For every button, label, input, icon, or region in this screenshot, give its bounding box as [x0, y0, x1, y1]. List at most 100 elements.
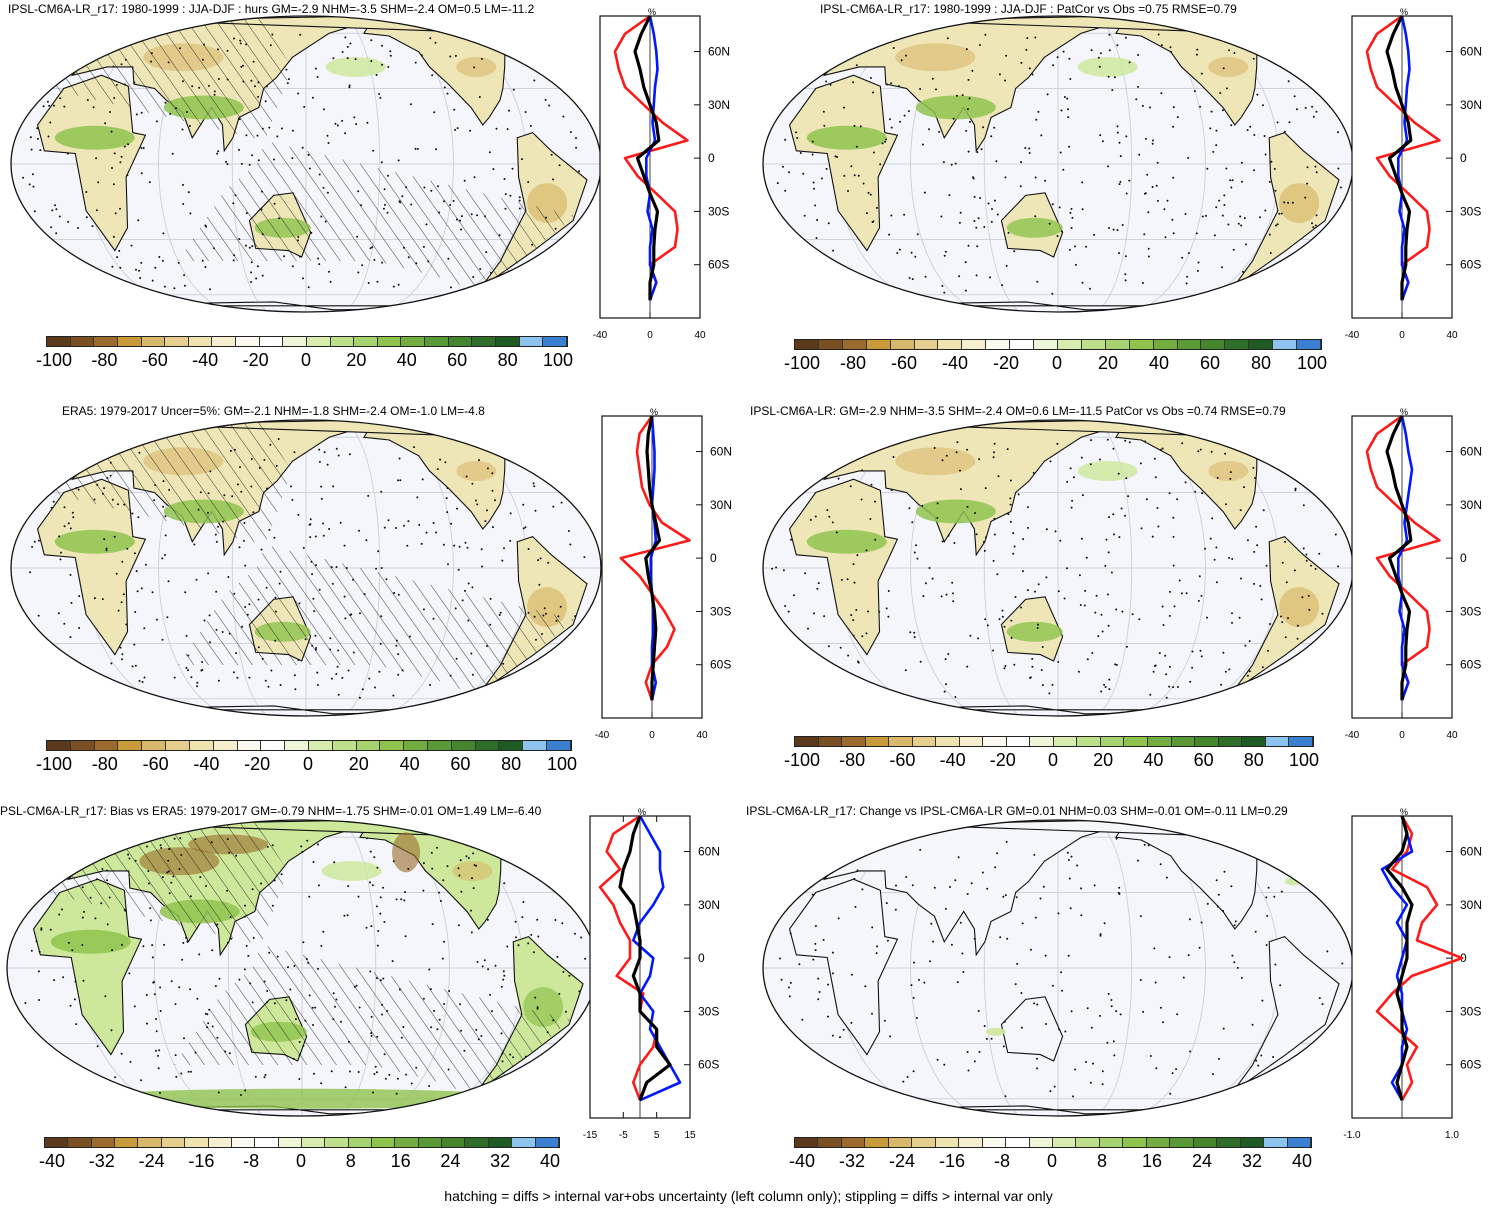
- profile-ytick-label: 60S: [1460, 658, 1481, 672]
- profile-ytick-label: 0: [1460, 551, 1467, 565]
- colorbar-box: [94, 337, 118, 346]
- colorbar-box: [425, 337, 449, 346]
- colorbar-box: [1146, 1138, 1171, 1147]
- profile-line-red: [598, 814, 658, 1101]
- colorbar-tick-label: 80: [497, 350, 518, 370]
- profile-xtick-label: 0: [1399, 730, 1405, 741]
- profile-line-red: [619, 415, 691, 701]
- profile-ytick-label: 0: [708, 151, 715, 165]
- colorbar-box: [935, 1138, 960, 1147]
- colorbar-box: [1147, 737, 1172, 746]
- colorbar-box: [1265, 737, 1290, 746]
- colorbar-tick-label: -60: [142, 754, 169, 774]
- colorbar-tick-label: -80: [91, 350, 118, 370]
- profile-xtick-label: 0: [649, 730, 655, 741]
- colorbar-box: [91, 1138, 116, 1147]
- colorbar-box: [442, 1138, 466, 1147]
- colorbar-box: [1010, 340, 1035, 349]
- colorbar-box: [495, 337, 520, 346]
- zonal-profile: % 60N 30N 0 30S 60S -40 0 40: [595, 407, 732, 741]
- world-map: [6, 819, 598, 1117]
- profile-line-blue: [1397, 15, 1411, 301]
- profile-xtick-label: 5: [654, 1130, 660, 1141]
- colorbar-box: [118, 741, 143, 750]
- profile-ytick-label: 0: [1460, 151, 1467, 165]
- profile-line-black: [1385, 15, 1413, 301]
- colorbar-tick-label: 100: [1288, 750, 1320, 770]
- colorbar-box: [161, 1138, 186, 1147]
- colorbar-box: [141, 337, 166, 346]
- colorbar-labels: -40 -32 -24 -16 -8 0 8 16 24 32 40: [39, 1151, 561, 1173]
- profile-xtick-label: -1.0: [1343, 1130, 1361, 1141]
- colorbar-box: [325, 1138, 349, 1147]
- colorbar-boxes: [794, 1137, 1312, 1148]
- colorbar-box: [1124, 737, 1148, 746]
- colorbar-box: [285, 741, 309, 750]
- colorbar-box: [912, 1138, 936, 1147]
- colorbar-tick-label: 60: [450, 754, 471, 774]
- colorbar-box: [380, 741, 405, 750]
- colorbar-tick-label: -60: [889, 750, 916, 770]
- profile-xtick-label: -40: [593, 330, 608, 341]
- zonal-profile: % 60N 30N 0 30S 60S -40 0 40: [1345, 407, 1482, 741]
- colorbar-box: [523, 741, 548, 750]
- world-map: [10, 15, 602, 313]
- colorbar-box: [1076, 1138, 1100, 1147]
- colorbar-box: [138, 1138, 162, 1147]
- colorbar-tick-label: 40: [539, 1151, 561, 1171]
- footer-note: hatching = diffs > internal var+obs unce…: [444, 1188, 1053, 1204]
- profile-header: %: [1400, 7, 1408, 17]
- colorbar-box: [1218, 737, 1243, 746]
- colorbar-tick-label: -80: [839, 353, 867, 373]
- profile-ytick-label: 60N: [698, 845, 720, 859]
- colorbar-box: [1123, 1138, 1147, 1147]
- colorbar-tick-label: -16: [188, 1151, 215, 1171]
- panel-title: IPSL-CM6A-LR_r17: Change vs IPSL-CM6A-LR…: [746, 804, 1288, 818]
- colorbar-boxes: [46, 740, 572, 751]
- colorbar-box: [818, 340, 843, 349]
- colorbar-labels: -100 -80 -60 -40 -20 0 20 40 60 80 100: [784, 353, 1327, 375]
- colorbar-tick-label: 0: [1046, 1151, 1058, 1171]
- colorbar-tick-label: 16: [390, 1151, 411, 1171]
- profile-header: %: [1400, 807, 1408, 817]
- colorbar-tick-label: 100: [546, 754, 578, 774]
- colorbar-box: [1006, 1138, 1030, 1147]
- profile-ytick-label: 0: [710, 551, 717, 565]
- colorbar-tick-label: -40: [939, 750, 966, 770]
- profile-xtick-label: 40: [696, 730, 708, 741]
- profile-xtick-label: -40: [1345, 730, 1360, 741]
- colorbar-box: [332, 741, 357, 750]
- panel-bias: PSL-CM6A-LR_r17: Bias vs ERA5: 1979-2017…: [0, 800, 740, 1190]
- colorbar-box: [306, 337, 331, 346]
- colorbar-tick-label: -32: [88, 1151, 115, 1171]
- profile-ytick-label: 60S: [1460, 258, 1481, 272]
- colorbar-box: [475, 741, 500, 750]
- colorbar-box: [165, 337, 189, 346]
- profile-xtick-label: -15: [583, 1130, 598, 1141]
- colorbar-box: [1153, 340, 1178, 349]
- profile-ytick-label: 30N: [708, 98, 730, 112]
- colorbar-tick-label: -32: [838, 1151, 866, 1171]
- colorbar-box: [535, 1138, 559, 1147]
- colorbar-tick-label: -80: [91, 754, 118, 774]
- colorbar-box: [354, 337, 378, 346]
- profile-ytick-label: 30N: [1460, 898, 1482, 912]
- colorbar-tick-label: -60: [141, 350, 168, 370]
- colorbar-tick-label: 32: [490, 1151, 511, 1171]
- colorbar-boxes: [794, 339, 1322, 350]
- colorbar-box: [1195, 737, 1219, 746]
- colorbar-tick-label: 80: [501, 754, 522, 774]
- world-map: [762, 419, 1354, 717]
- colorbar-tick-label: -8: [993, 1151, 1011, 1171]
- profile-xtick-label: 40: [1446, 730, 1458, 741]
- colorbar-tick-label: 60: [1193, 750, 1214, 770]
- profile-line-black: [1385, 415, 1413, 701]
- profile-ytick-label: 0: [1460, 951, 1467, 965]
- colorbar-tick-label: 20: [1097, 353, 1119, 373]
- colorbar-box: [1129, 340, 1154, 349]
- colorbar-box: [865, 737, 890, 746]
- colorbar-box: [94, 741, 119, 750]
- colorbar-box: [818, 737, 843, 746]
- colorbar-box: [283, 337, 307, 346]
- profile-xtick-label: -40: [595, 730, 610, 741]
